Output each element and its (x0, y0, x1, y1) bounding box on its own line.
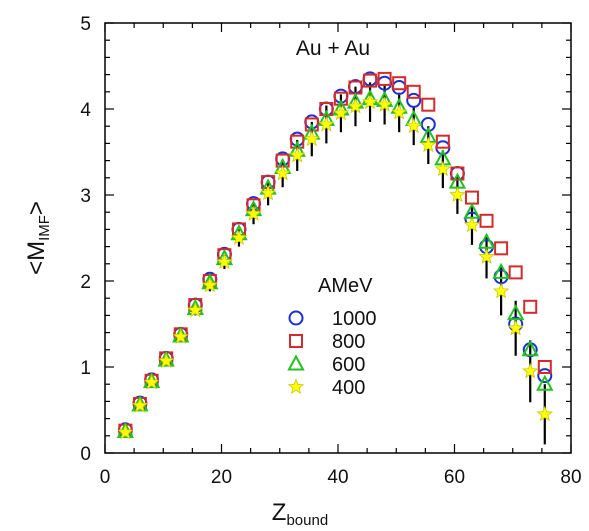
data-point (421, 97, 436, 112)
data-point (434, 160, 452, 177)
data-point (333, 91, 348, 106)
data-point (523, 299, 538, 314)
data-point (537, 368, 553, 384)
data-point (187, 301, 204, 318)
data-point (157, 352, 175, 368)
data-markers (116, 71, 554, 440)
svg-text:<MIMF>: <MIMF> (23, 201, 53, 275)
data-point (230, 229, 248, 245)
y-axis-title-suffix: > (23, 201, 50, 215)
y-tick-label: 0 (80, 444, 91, 465)
x-tick-label: 80 (560, 467, 581, 488)
data-point (304, 117, 319, 132)
data-point (492, 262, 510, 279)
x-axis-title: Zbound (272, 499, 328, 529)
series-400 (117, 93, 553, 440)
data-point (318, 115, 335, 132)
data-point (392, 76, 407, 91)
y-axis-title-sub: IMF (36, 215, 53, 241)
x-tick-label: 0 (100, 467, 111, 488)
legend-label: 600 (332, 354, 365, 376)
x-axis-title-sub: bound (286, 512, 328, 529)
data-point (347, 97, 364, 114)
data-point (376, 96, 393, 112)
legend-label: 400 (332, 377, 365, 399)
data-point (117, 423, 134, 440)
data-point (477, 232, 496, 249)
legend-label: 800 (332, 331, 365, 353)
legend-label: 1000 (332, 308, 377, 330)
data-point (303, 130, 320, 147)
plot-frame (104, 22, 572, 454)
data-point (274, 164, 291, 181)
data-point (478, 248, 495, 264)
data-point (536, 374, 554, 391)
data-point (361, 93, 379, 110)
legend-marker-400 (287, 378, 305, 394)
data-point (319, 102, 334, 116)
y-tick-label: 2 (80, 272, 91, 293)
y-tick-label: 5 (80, 14, 91, 35)
legend-marker-600 (287, 354, 305, 371)
chart-annotation: Au + Au (296, 37, 370, 60)
data-point (332, 104, 350, 121)
data-point (521, 340, 539, 357)
data-point (508, 265, 523, 280)
y-tick-label: 4 (80, 100, 91, 121)
data-point (507, 319, 524, 336)
data-point (506, 304, 525, 321)
legend-marker-1000 (288, 310, 304, 326)
data-point (494, 241, 509, 256)
data-point (143, 373, 160, 390)
data-point (363, 73, 378, 88)
data-point (449, 186, 466, 202)
x-tick-label: 60 (444, 467, 465, 488)
data-point (377, 71, 392, 86)
data-point (405, 117, 422, 134)
data-point (390, 103, 408, 120)
y-axis-title: <MIMF> (23, 201, 53, 275)
data-point (406, 84, 421, 99)
legend-title: AMeV (318, 275, 373, 297)
data-point (536, 405, 553, 422)
data-point (406, 92, 422, 108)
data-point (216, 253, 233, 270)
data-point (289, 146, 306, 163)
axis-ticks (104, 22, 572, 454)
x-axis-title-main: Z (272, 499, 287, 526)
y-tick-label: 1 (80, 358, 91, 379)
x-tick-label: 40 (327, 467, 348, 488)
data-point (522, 362, 539, 379)
data-point (537, 360, 552, 374)
data-point (463, 216, 481, 233)
data-point (450, 166, 465, 181)
svg-text:Zbound: Zbound (272, 499, 328, 529)
data-point (131, 397, 149, 413)
data-point (492, 282, 510, 299)
y-tick-label: 3 (80, 186, 91, 207)
y-axis-title-prefix: <M (23, 241, 50, 275)
legend-marker-800 (289, 334, 303, 348)
data-point (435, 134, 450, 149)
data-point (420, 136, 437, 153)
data-point (259, 184, 277, 201)
data-point (172, 328, 189, 344)
data-point (245, 205, 262, 221)
x-tick-label: 20 (211, 467, 232, 488)
data-point (201, 276, 219, 293)
data-point (479, 213, 494, 228)
